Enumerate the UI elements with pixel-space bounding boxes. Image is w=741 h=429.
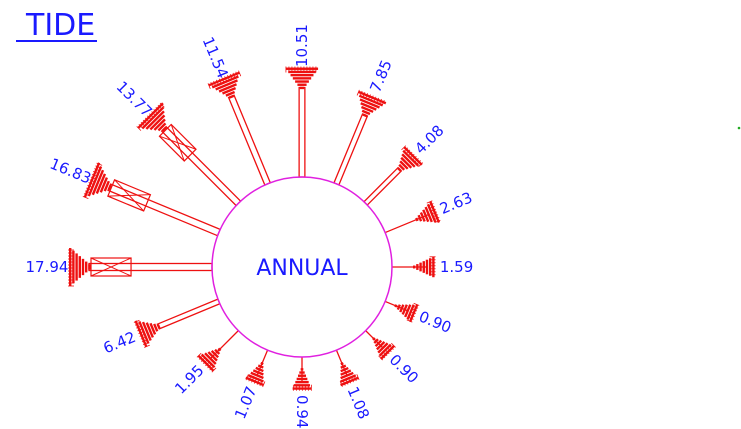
rose-arm: [333, 89, 387, 186]
rose-arm: [82, 162, 222, 237]
rose-arm: [384, 200, 441, 234]
value-label: 0.90: [386, 351, 422, 387]
rose-arm: [285, 66, 319, 178]
value-labels: 10.51 7.85 4.08 2.63 1.59 0.90 0.90 1.08 0.94 1.0…: [26, 24, 475, 428]
value-label: 10.51: [293, 24, 311, 67]
value-label: 11.54: [199, 34, 232, 81]
rose-arm: [363, 145, 424, 206]
value-label: 1.07: [231, 384, 260, 422]
rose-arm: [68, 248, 213, 287]
center-label: ANNUAL: [256, 256, 348, 281]
value-label: 4.08: [411, 121, 447, 157]
value-label: 6.42: [101, 328, 139, 357]
diagram-title: TIDE: [25, 8, 95, 43]
rose-arm: [292, 357, 312, 391]
rose-arm: [392, 256, 436, 278]
value-label: 1.59: [440, 258, 473, 276]
rose-arm: [207, 70, 272, 186]
rose-arm: [245, 349, 269, 388]
center-circle: [211, 176, 393, 358]
value-label: 1.08: [344, 384, 373, 422]
value-label: 13.77: [113, 78, 156, 121]
value-label: 2.63: [437, 188, 475, 217]
rose-arm: [196, 330, 239, 373]
rose-arm: [133, 298, 221, 348]
value-label: 17.94: [26, 258, 69, 276]
value-label: 0.90: [416, 307, 454, 336]
rose-arm: [136, 102, 242, 207]
rose-arm: [335, 349, 360, 387]
value-label: 16.83: [47, 155, 94, 188]
value-label: 7.85: [366, 57, 395, 95]
rose-arms: [68, 66, 441, 391]
rose-arm: [384, 300, 420, 323]
green-dot-marker: [737, 126, 741, 130]
value-label: 1.95: [171, 361, 207, 397]
rose-arm: [365, 330, 396, 361]
value-label: 0.94: [293, 395, 311, 428]
